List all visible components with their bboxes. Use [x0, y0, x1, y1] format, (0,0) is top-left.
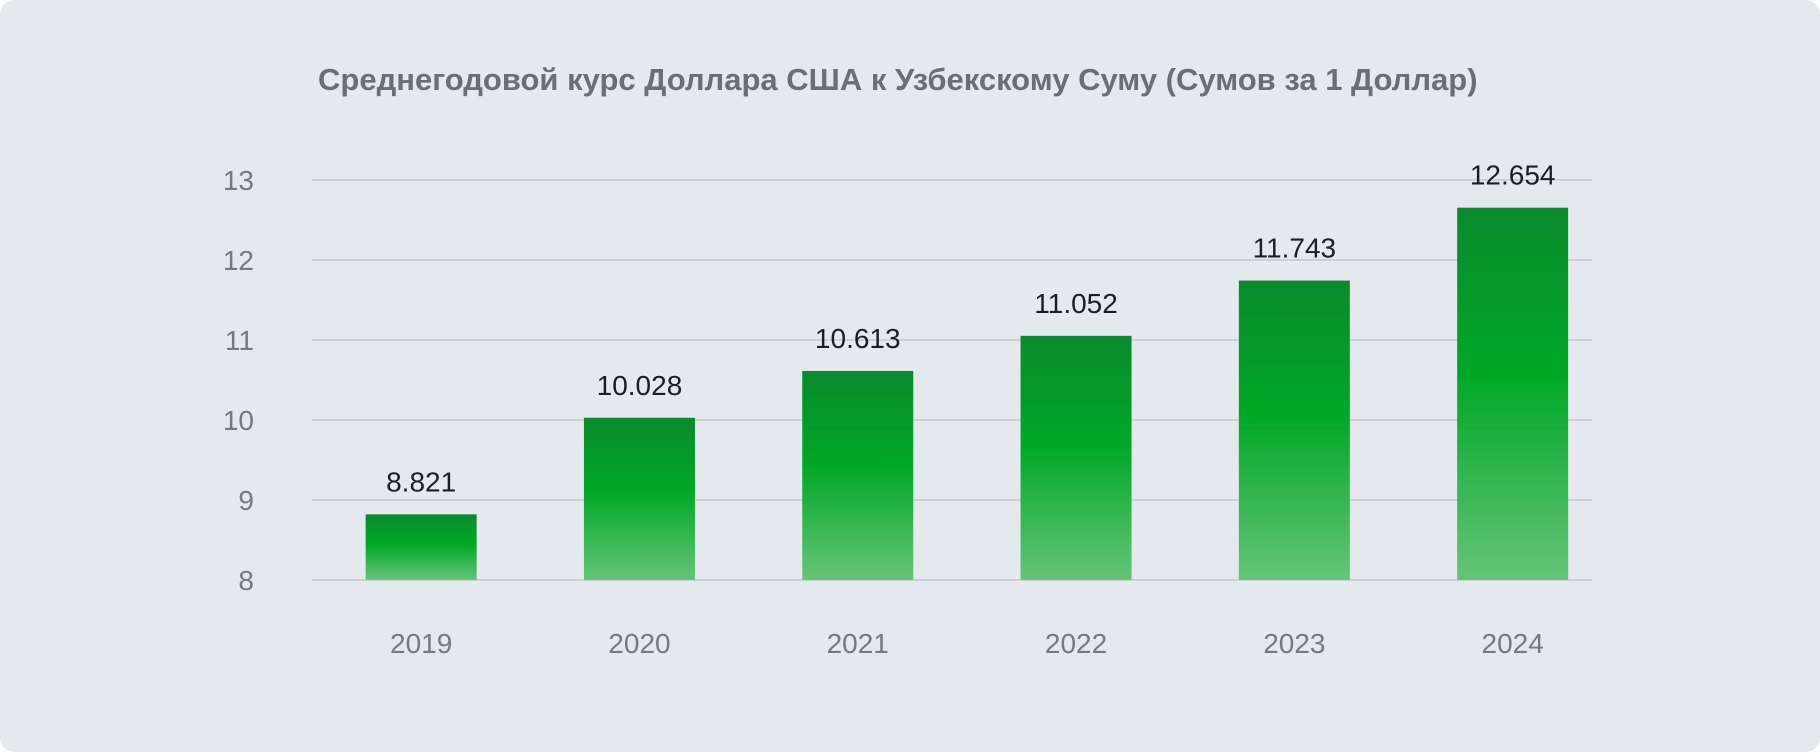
bar-2021	[802, 370, 914, 580]
x-tick-label-2024: 2024	[1482, 628, 1544, 659]
y-tick-label: 11	[225, 325, 254, 356]
data-label-2022: 11.052	[1034, 288, 1118, 319]
y-tick-label: 9	[238, 485, 254, 516]
data-label-2021: 10.613	[815, 323, 901, 354]
x-tick-label-2023: 2023	[1263, 628, 1325, 659]
data-label-2024: 12.654	[1470, 160, 1556, 191]
bar-2024	[1457, 207, 1569, 580]
y-tick-label: 10	[223, 405, 254, 436]
x-tick-label-2019: 2019	[390, 628, 452, 659]
bar-2022	[1020, 335, 1132, 580]
bar-2020	[583, 417, 695, 580]
x-tick-label-2022: 2022	[1045, 628, 1107, 659]
data-label-2023: 11.743	[1253, 233, 1337, 264]
x-tick-label-2020: 2020	[608, 628, 670, 659]
data-label-2020: 10.028	[597, 370, 683, 401]
bar-2019	[365, 514, 477, 580]
x-tick-label-2021: 2021	[827, 628, 889, 659]
chart-title: Среднегодовой курс Доллара США к Узбекск…	[318, 62, 1478, 97]
data-label-2019: 8.821	[386, 466, 456, 497]
y-tick-label: 8	[238, 565, 254, 596]
y-tick-label: 13	[223, 165, 254, 196]
y-tick-label: 12	[223, 245, 254, 276]
bar-2023	[1238, 280, 1350, 580]
